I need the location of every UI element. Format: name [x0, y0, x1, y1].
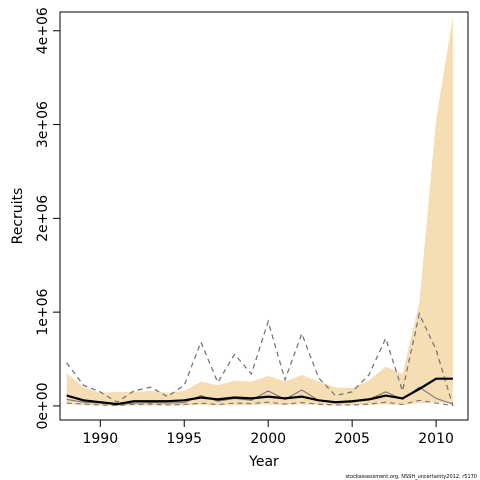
x-tick-label: 1995: [166, 431, 202, 447]
series-layer: [66, 311, 454, 407]
y-tick-label: 3e+06: [35, 101, 51, 148]
series-line-dashed-low: [66, 399, 453, 407]
y-tick-label: 2e+06: [35, 195, 51, 242]
y-axis: 0e+00 1e+06 2e+06 3e+06 4e+06: [35, 7, 61, 429]
x-tick-label: 2005: [334, 431, 370, 447]
x-axis-title: Year: [248, 454, 279, 470]
series-line-dashed: [66, 311, 454, 407]
y-tick-label: 0e+00: [35, 382, 51, 429]
y-tick-label: 4e+06: [35, 7, 51, 54]
x-tick-label: 2010: [418, 431, 454, 447]
y-tick-label: 1e+06: [35, 289, 51, 336]
uncertainty-band-layer: [66, 16, 453, 406]
x-axis: 1990 1995 2000 2005 2010: [82, 419, 454, 447]
series-line-solid-thick: [66, 377, 453, 406]
footnote: stockassessment.org, NSSH_uncertainty201…: [345, 474, 477, 480]
x-tick-label: 2000: [250, 431, 286, 447]
x-tick-label: 1990: [82, 431, 118, 447]
confidence-band: [66, 16, 453, 406]
series-line-solid-thin: [66, 386, 454, 406]
y-axis-title: Recruits: [10, 188, 26, 245]
